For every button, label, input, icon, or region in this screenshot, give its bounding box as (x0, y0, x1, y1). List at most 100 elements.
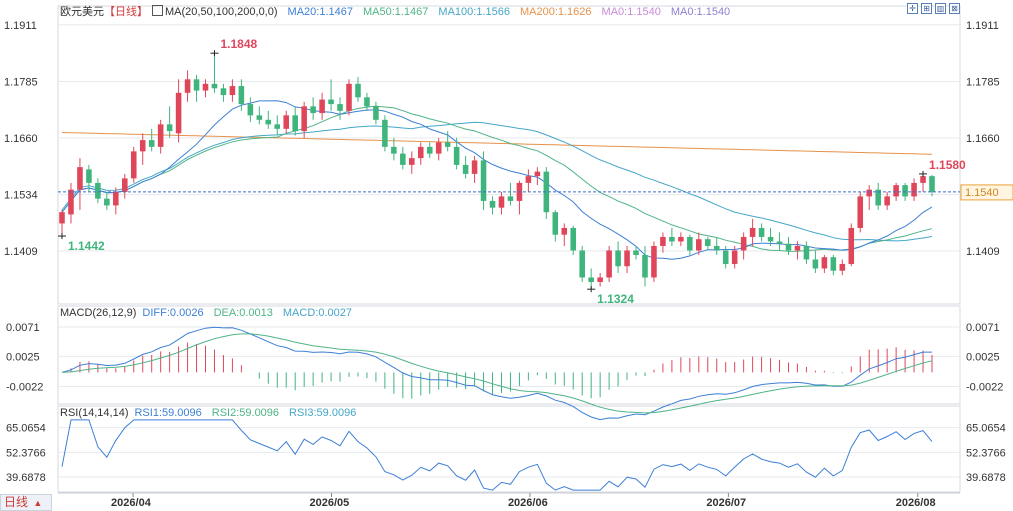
candle-body (480, 160, 487, 201)
annotation-label: 1.1442 (68, 239, 105, 253)
candle-body (579, 250, 585, 278)
candle-body (247, 104, 254, 116)
candle-body (435, 142, 442, 154)
macd-value-1: DEA:0.0013 (213, 307, 273, 319)
ma50-line (61, 105, 933, 252)
rsi-tick-left: 52.3766 (6, 447, 46, 459)
rsi-value-0: RSI1:59.0096 (134, 407, 202, 419)
candle-body (929, 176, 935, 192)
rsi-tick-right: 65.0654 (966, 423, 1006, 435)
candle-body (77, 167, 83, 190)
candle-body (830, 257, 837, 271)
annotation-label: 1.1580 (929, 158, 966, 172)
candle-body (803, 245, 810, 260)
candle-body (337, 104, 343, 111)
candle-body (704, 239, 711, 246)
candle-body (382, 119, 388, 147)
period-selector-button[interactable]: 日线 ▲ (0, 494, 52, 511)
ma-value-3: MA200:1.1626 (519, 6, 592, 18)
candle-body (740, 236, 747, 251)
panel-frame (57, 405, 961, 493)
candle-body (95, 182, 101, 199)
price-tick-right: 1.1785 (966, 77, 1000, 89)
candle-body (722, 250, 729, 264)
price-tick-left: 1.1660 (4, 133, 38, 145)
period-label[interactable]: 【日线】 (104, 6, 148, 18)
x-axis-label: 2026/05 (310, 497, 350, 509)
rsi-value-2: RSI3:59.0096 (289, 407, 357, 419)
price-tick-right: 1.1660 (966, 133, 1000, 145)
candle-body (767, 236, 774, 242)
candle-body (597, 277, 603, 282)
ma-value-2: MA100:1.1566 (438, 6, 510, 18)
candle-body (400, 153, 406, 165)
candle-body (902, 185, 908, 197)
candle-body (893, 185, 899, 197)
candle-body (471, 160, 478, 174)
ma-value-1: MA50:1.1467 (362, 6, 429, 18)
current-price-label: 1.1540 (965, 187, 999, 199)
candle-body (911, 182, 917, 197)
candle-body (534, 171, 541, 177)
candle-body (328, 99, 334, 105)
candle-body (355, 83, 361, 98)
candle-body (426, 146, 433, 154)
ma200-line (61, 132, 933, 155)
x-axis-label: 2026/06 (508, 497, 548, 509)
candle-body (660, 236, 666, 246)
chart-type-icon[interactable]: ▥ (935, 3, 946, 14)
candle-body (59, 212, 65, 224)
candle-body (130, 151, 137, 179)
candle-body (758, 227, 765, 237)
rsi-tick-right: 52.3766 (966, 447, 1006, 459)
candle-body (866, 189, 872, 197)
main-header: 欧元美元【日线】 MA(20,50,100,200,0,0) MA20:1.1467… (60, 3, 750, 19)
candle-body (696, 239, 702, 251)
candle-body (166, 124, 173, 132)
x-axis-label: 2026/04 (111, 497, 152, 509)
candle-body (857, 196, 864, 228)
candle-body (373, 106, 379, 120)
macd-tick-right: 0.0071 (966, 322, 1000, 334)
macd-tick-left: -0.0022 (6, 381, 43, 393)
candle-body (310, 106, 316, 114)
candle-body (346, 83, 352, 111)
ma-settings-icon[interactable] (152, 5, 163, 16)
candle-body (202, 83, 209, 91)
candle-body (507, 196, 514, 201)
candle-body (713, 245, 720, 251)
ma-label: MA(20,50,100,200,0,0) (165, 6, 278, 18)
candle-body (184, 79, 191, 93)
candle-body (543, 171, 550, 213)
candle-body (642, 254, 648, 278)
macd-dea-line (61, 333, 933, 414)
candle-body (588, 277, 594, 282)
ma-value-4: MA0:1.1540 (601, 6, 661, 18)
price-tick-right: 1.1409 (966, 246, 1000, 258)
candle-body (211, 83, 218, 89)
candle-body (669, 236, 675, 242)
candle-body (848, 227, 855, 264)
symbol-label: 欧元美元 (60, 6, 104, 18)
x-axis-label: 2026/07 (706, 497, 746, 509)
candle-body (122, 178, 128, 192)
candle-body (444, 142, 451, 147)
close-icon[interactable]: ⊠ (949, 3, 960, 14)
candle-body (498, 196, 505, 208)
candle-body (283, 115, 290, 129)
candle-body (525, 176, 532, 183)
zoom-in-icon[interactable]: ⊞ (921, 3, 932, 14)
ma-value-5: MA0:1.1540 (670, 6, 731, 18)
candle-body (104, 198, 110, 206)
candle-body (139, 140, 146, 152)
candle-body (821, 257, 828, 269)
candle-body (678, 236, 684, 242)
candle-body (633, 250, 639, 255)
candle-body (570, 227, 577, 251)
candle-body (238, 86, 245, 105)
crosshair-icon[interactable]: ✛ (907, 3, 918, 14)
current-price-box (960, 184, 1013, 201)
macd-tick-left: 0.0071 (6, 322, 40, 334)
candle-body (274, 124, 281, 129)
